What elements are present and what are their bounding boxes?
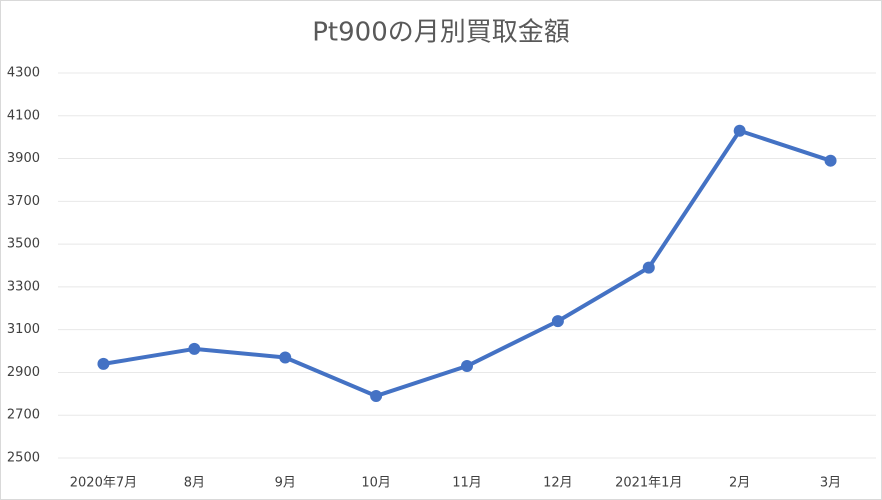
data-point [461,360,473,373]
y-tick-label: 2700 [7,408,40,423]
chart-title: Pt900の月別買取金額 [312,18,570,48]
y-tick-label: 4100 [7,108,40,123]
data-point [551,315,564,328]
data-point [279,351,292,364]
x-tick-label: 9月 [275,476,296,491]
data-point [188,342,201,355]
x-tick-label: 8月 [184,476,205,491]
x-tick-label: 2021年1月 [615,476,682,491]
data-point [370,389,383,402]
y-tick-label: 4300 [7,66,40,81]
x-tick-label: 3月 [820,476,841,491]
y-tick-label: 3500 [7,237,40,252]
data-point [824,154,837,167]
data-point [642,261,655,274]
x-tick-label: 2月 [729,476,750,491]
x-tick-label: 2020年7月 [70,476,137,491]
y-tick-label: 3100 [7,322,40,337]
x-tick-label: 12月 [543,476,573,491]
y-tick-label: 3900 [7,151,40,166]
data-point [97,357,110,370]
x-tick-label: 11月 [452,476,482,491]
y-tick-label: 3700 [7,194,40,209]
data-point [733,124,746,137]
y-tick-label: 3300 [7,279,40,294]
y-tick-label: 2900 [7,365,40,380]
x-tick-label: 10月 [361,476,391,491]
y-tick-label: 2500 [7,451,40,466]
